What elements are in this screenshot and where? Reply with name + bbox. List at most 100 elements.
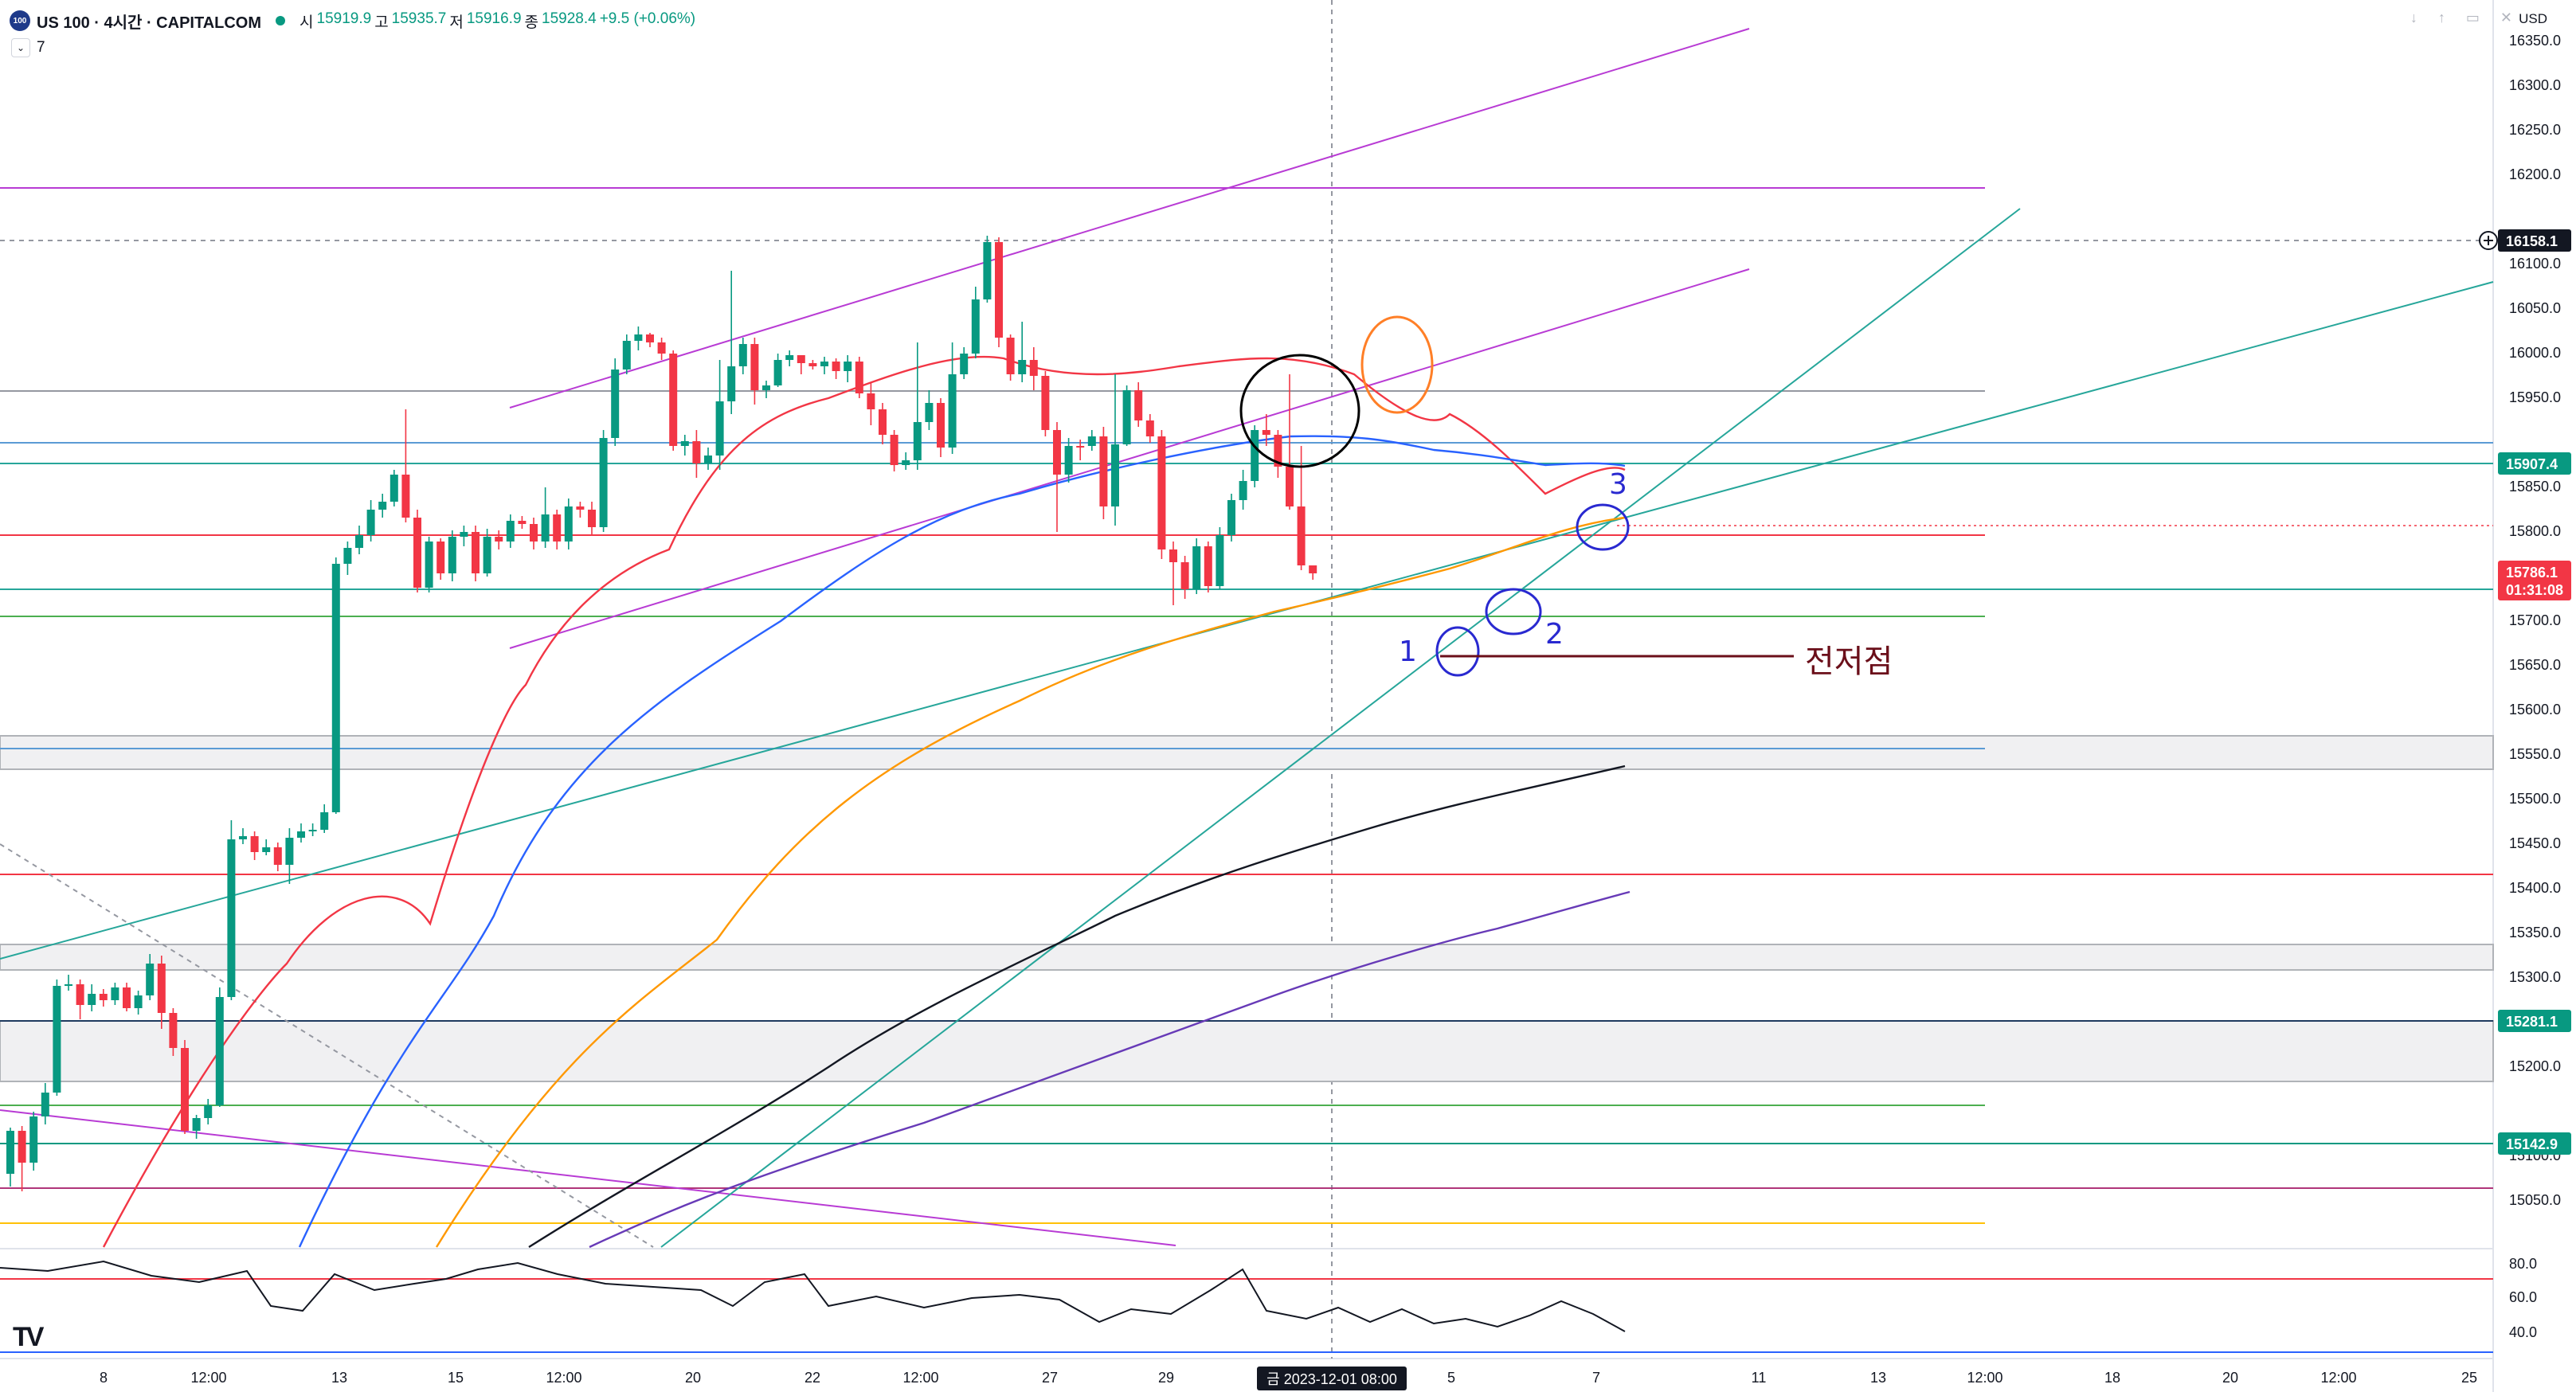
candle-body: [1180, 562, 1189, 589]
candle-body: [553, 514, 562, 542]
candle-body: [331, 564, 340, 812]
arrow-down-icon[interactable]: ↓: [2410, 10, 2417, 25]
candle-body: [343, 548, 352, 564]
time-tick-label: 13: [331, 1370, 347, 1386]
candle-body: [1006, 338, 1015, 374]
rsi-tick-label: 40.0: [2509, 1324, 2537, 1340]
candle-body: [181, 1048, 189, 1131]
price-tick-label: 15450.0: [2509, 835, 2561, 851]
price-tick-label: 16200.0: [2509, 166, 2561, 182]
candle-body: [879, 409, 887, 435]
candle-body: [1111, 444, 1119, 506]
previous-low-text: 전저점: [1805, 643, 1893, 680]
candle-body: [285, 838, 294, 865]
candle-body: [773, 360, 782, 385]
candle-body: [995, 242, 1003, 338]
candle-body: [634, 334, 643, 341]
candle-body: [1134, 390, 1143, 420]
candle-body: [401, 475, 410, 518]
blue-circle-1: [1435, 626, 1480, 677]
candle-body: [890, 435, 898, 465]
candle-body: [855, 362, 863, 393]
teal-trendline-1: [0, 281, 2494, 960]
candle-body: [169, 1013, 178, 1048]
time-tick-label: 5: [1447, 1370, 1455, 1386]
price-badge-label: 01:31:08: [2506, 582, 2563, 598]
candle-body: [1262, 430, 1270, 435]
price-badge-label: 15907.4: [2506, 456, 2558, 472]
candle-body: [320, 812, 329, 830]
support-zone-1: [0, 735, 2494, 770]
time-tick-label: 15: [448, 1370, 464, 1386]
candle-body: [960, 354, 969, 374]
arrow-up-icon[interactable]: ↑: [2437, 10, 2445, 25]
currency-label[interactable]: USD: [2519, 11, 2547, 26]
price-tick-label: 15600.0: [2509, 702, 2561, 718]
rsi-tick-label: 80.0: [2509, 1256, 2537, 1272]
support-zone-3: [0, 1020, 2494, 1082]
symbol-title[interactable]: US 100 · 4시간 · CAPITALCOM: [37, 14, 262, 32]
price-tick-label: 15800.0: [2509, 523, 2561, 539]
time-tick-label: 22: [805, 1370, 820, 1386]
time-tick-label: 25: [2461, 1370, 2477, 1386]
candle-body: [1297, 506, 1306, 565]
candle-body: [541, 514, 550, 542]
time-tick-label: 18: [2104, 1370, 2120, 1386]
indicator-toggle[interactable]: ⌄ 7: [11, 38, 45, 57]
candle-body: [18, 1131, 26, 1163]
close-icon[interactable]: ✕: [2500, 10, 2512, 25]
blue-circle-3: [1576, 503, 1630, 551]
candle-body: [564, 506, 573, 542]
market-status-dot: [276, 16, 286, 25]
candle-body: [390, 475, 398, 502]
candle-body: [239, 836, 247, 839]
candle-body: [460, 532, 468, 537]
candle-body: [1216, 535, 1224, 586]
ohlc-value: 15935.7: [391, 10, 447, 27]
crosshair-time-badge: [1257, 1367, 1407, 1390]
candle-body: [366, 510, 375, 535]
time-tick-label: 12:00: [190, 1370, 226, 1386]
ohlc-key: 시: [299, 14, 314, 31]
candle-body: [867, 393, 875, 409]
candle-body: [1169, 549, 1177, 562]
symbol-logo: 100: [10, 10, 30, 31]
teal-trendline-2: [660, 208, 2021, 1248]
price-tick-label: 15050.0: [2509, 1192, 2561, 1208]
candle-body: [1274, 435, 1282, 467]
candle-body: [680, 441, 689, 446]
price-tick-label: 16000.0: [2509, 345, 2561, 361]
candle-body: [1239, 481, 1247, 500]
rsi-line: [0, 1260, 1626, 1332]
candle-body: [495, 537, 503, 542]
annotation-label-3: 3: [1609, 468, 1627, 501]
candle-body: [6, 1131, 14, 1174]
ohlc-key: 저: [449, 14, 464, 31]
maximize-icon[interactable]: ▭: [2465, 10, 2480, 25]
candle-body: [123, 987, 131, 1008]
candle-body: [808, 363, 817, 366]
candle-body: [76, 984, 84, 1005]
candle-body: [448, 537, 456, 573]
price-tick-label: 15950.0: [2509, 389, 2561, 405]
candle-body: [669, 354, 678, 446]
candle-body: [134, 995, 143, 1008]
price-tick-label: 16250.0: [2509, 122, 2561, 138]
candle-body: [715, 401, 724, 456]
candlestick-series: [6, 236, 1317, 1191]
chevron-down-icon[interactable]: ⌄: [11, 38, 30, 57]
tradingview-logo[interactable]: TV: [13, 1322, 45, 1352]
price-tick-label: 16100.0: [2509, 256, 2561, 272]
candle-body: [622, 341, 631, 370]
candle-body: [1286, 467, 1294, 506]
crosshair-time-label: 금 2023-12-01 08:00: [1266, 1371, 1397, 1387]
annotation-label-2: 2: [1545, 618, 1564, 651]
candle-body: [273, 847, 282, 865]
candle-body: [762, 385, 770, 390]
ema-orange-line: [435, 516, 1626, 1248]
ohlc-key: 고: [374, 14, 389, 31]
candle-body: [437, 542, 445, 573]
ohlc-values: 시 15919.9 고 15935.7 저 15916.9 종 15928.4 +9.5…: [299, 10, 695, 32]
candle-body: [29, 1116, 38, 1163]
